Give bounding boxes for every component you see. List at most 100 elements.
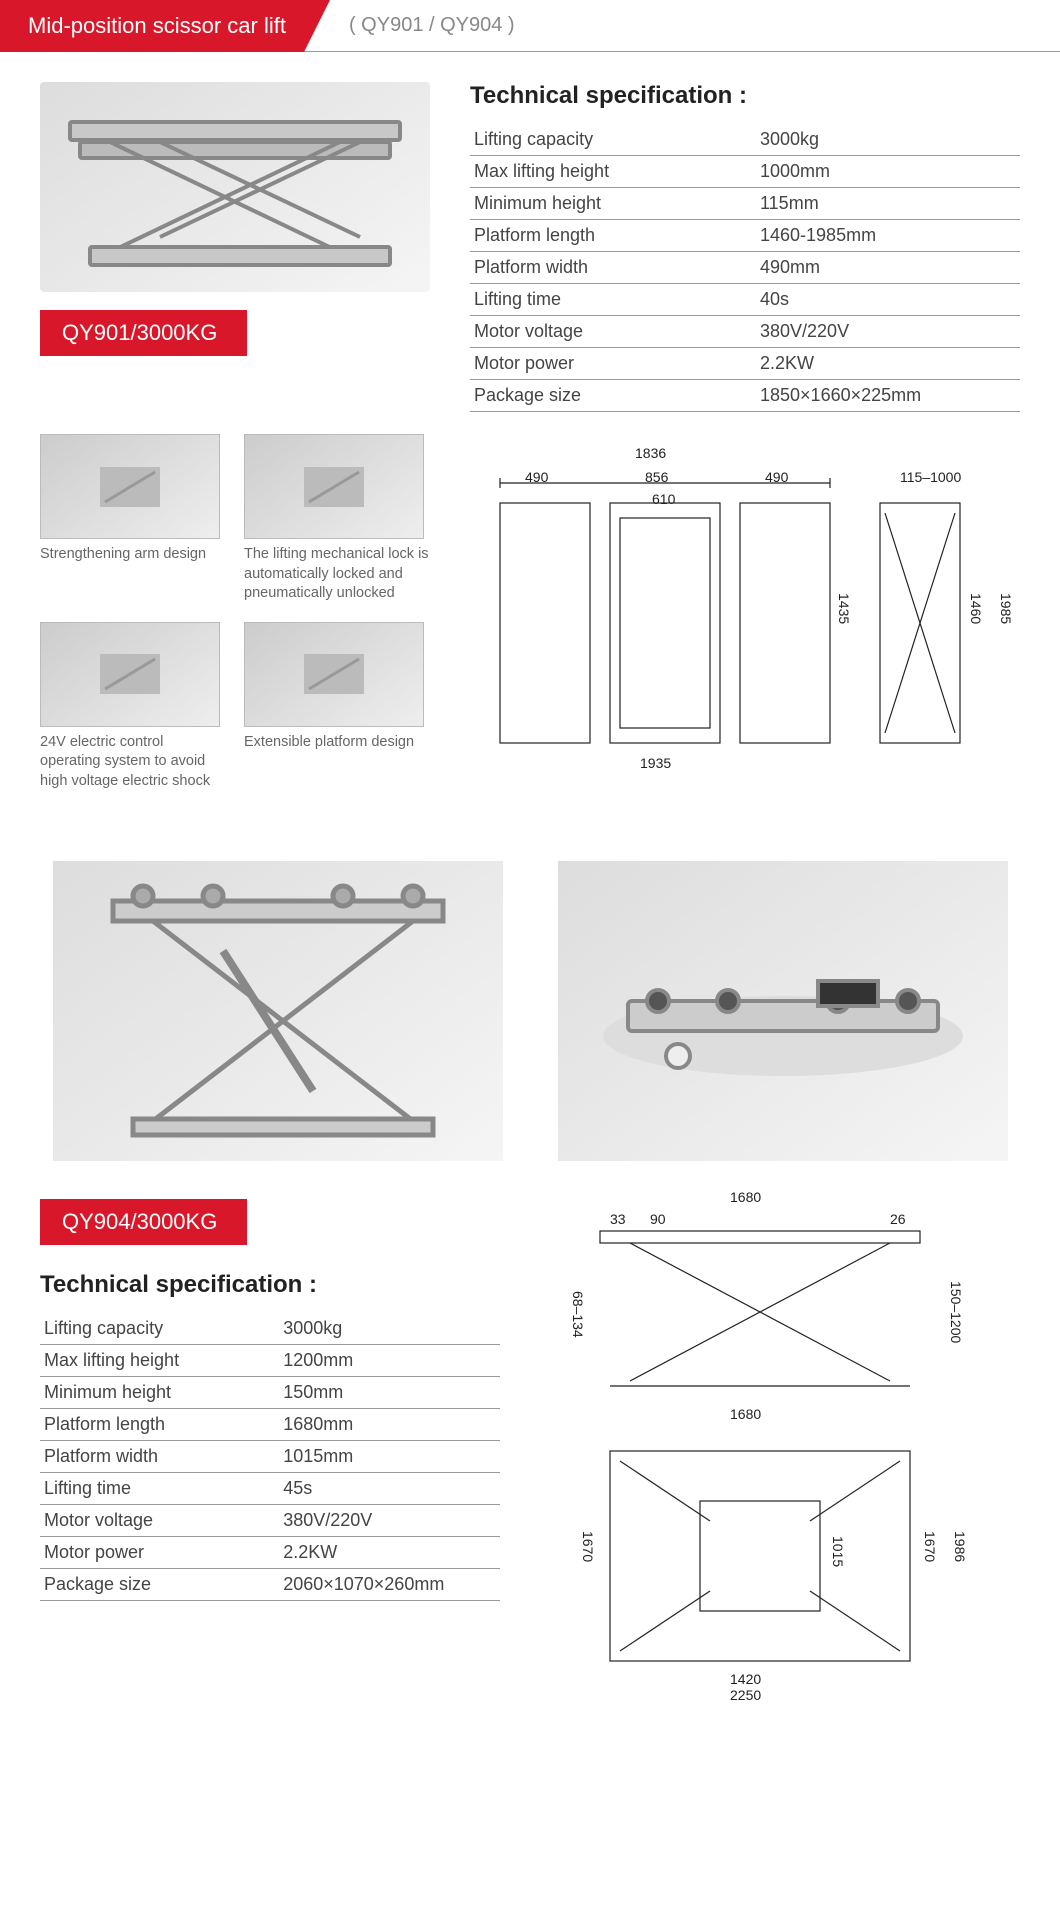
spec-label: Minimum height <box>470 188 756 220</box>
feature-photo <box>40 434 220 539</box>
dim2-26: 26 <box>890 1211 906 1227</box>
spec-label: Max lifting height <box>470 156 756 188</box>
spec-value: 2060×1070×260mm <box>279 1569 500 1601</box>
spec-label: Lifting capacity <box>40 1313 279 1345</box>
feature-item: Extensible platform design <box>244 622 430 792</box>
spec-label: Motor voltage <box>40 1505 279 1537</box>
spec-label: Platform length <box>470 220 756 252</box>
spec-label: Package size <box>470 380 756 412</box>
spec-value: 150mm <box>279 1377 500 1409</box>
dim2-1680t: 1680 <box>730 1189 761 1205</box>
spec-value: 1200mm <box>279 1345 500 1377</box>
dim-490l: 490 <box>525 469 548 485</box>
qy901-spec-table: Lifting capacity3000kgMax lifting height… <box>470 124 1020 412</box>
feature-photo <box>244 622 424 727</box>
dim-1836: 1836 <box>635 445 666 461</box>
spec-row: Max lifting height1200mm <box>40 1345 500 1377</box>
spec-value: 380V/220V <box>756 316 1020 348</box>
feature-caption: Strengthening arm design <box>40 545 226 565</box>
dim-1985: 1985 <box>998 593 1014 624</box>
spec-value: 1850×1660×225mm <box>756 380 1020 412</box>
spec-value: 3000kg <box>279 1313 500 1345</box>
spec-value: 1680mm <box>279 1409 500 1441</box>
spec-row: Motor voltage380V/220V <box>40 1505 500 1537</box>
dim2-68-134: 68–134 <box>570 1291 586 1338</box>
dim2-1986: 1986 <box>952 1531 968 1562</box>
spec-label: Platform width <box>40 1441 279 1473</box>
dim2-33: 33 <box>610 1211 626 1227</box>
qy904-photo-lowered <box>558 861 1008 1161</box>
spec-value: 1000mm <box>756 156 1020 188</box>
spec-row: Motor power2.2KW <box>470 348 1020 380</box>
spec-value: 115mm <box>756 188 1020 220</box>
dim2-1670r: 1670 <box>922 1531 938 1562</box>
qy904-spec-title: Technical specification : <box>40 1271 500 1299</box>
header-model-codes: ( QY901 / QY904 ) <box>349 14 515 37</box>
spec-row: Platform length1460-1985mm <box>470 220 1020 252</box>
spec-value: 490mm <box>756 252 1020 284</box>
spec-label: Lifting capacity <box>470 124 756 156</box>
spec-label: Lifting time <box>470 284 756 316</box>
spec-row: Minimum height150mm <box>40 1377 500 1409</box>
spec-label: Max lifting height <box>40 1345 279 1377</box>
spec-label: Motor voltage <box>470 316 756 348</box>
spec-row: Max lifting height1000mm <box>470 156 1020 188</box>
spec-value: 3000kg <box>756 124 1020 156</box>
feature-item: 24V electric control operating system to… <box>40 622 226 792</box>
dim-1460: 1460 <box>968 593 984 624</box>
dim2-2250: 2250 <box>730 1687 761 1703</box>
spec-row: Motor power2.2KW <box>40 1537 500 1569</box>
spec-value: 2.2KW <box>756 348 1020 380</box>
qy904-dimension-diagram: 1680 33 90 26 68–134 150–1200 1680 1670 … <box>530 1181 990 1701</box>
dim-856: 856 <box>645 469 668 485</box>
spec-row: Platform width490mm <box>470 252 1020 284</box>
qy901-product-photo <box>40 82 430 292</box>
spec-row: Package size1850×1660×225mm <box>470 380 1020 412</box>
spec-label: Motor power <box>470 348 756 380</box>
qy901-features-grid: Strengthening arm design The lifting mech… <box>40 434 430 791</box>
feature-caption: The lifting mechanical lock is automatic… <box>244 545 430 604</box>
spec-row: Platform length1680mm <box>40 1409 500 1441</box>
feature-photo <box>40 622 220 727</box>
spec-row: Lifting capacity3000kg <box>470 124 1020 156</box>
spec-row: Lifting capacity3000kg <box>40 1313 500 1345</box>
spec-value: 2.2KW <box>279 1537 500 1569</box>
spec-value: 1460-1985mm <box>756 220 1020 252</box>
feature-photo <box>244 434 424 539</box>
spec-label: Motor power <box>40 1537 279 1569</box>
qy904-spec-table: Lifting capacity3000kgMax lifting height… <box>40 1313 500 1601</box>
spec-row: Motor voltage380V/220V <box>470 316 1020 348</box>
spec-label: Lifting time <box>40 1473 279 1505</box>
spec-row: Lifting time45s <box>40 1473 500 1505</box>
page-header: Mid-position scissor car lift ( QY901 / … <box>0 0 1060 52</box>
dim2-1420: 1420 <box>730 1671 761 1687</box>
dim2-1015: 1015 <box>830 1536 846 1567</box>
dim-1935: 1935 <box>640 755 671 771</box>
qy901-spec-title: Technical specification : <box>470 82 1020 110</box>
qy901-badge: QY901/3000KG <box>40 310 247 356</box>
dim2-1680m: 1680 <box>730 1406 761 1422</box>
spec-label: Platform width <box>470 252 756 284</box>
spec-row: Package size2060×1070×260mm <box>40 1569 500 1601</box>
dim2-90: 90 <box>650 1211 666 1227</box>
dim-610: 610 <box>652 491 675 507</box>
spec-value: 40s <box>756 284 1020 316</box>
dim-115-1000: 115–1000 <box>900 469 961 485</box>
section-qy904: QY904/3000KG Technical specification : L… <box>0 841 1060 1741</box>
feature-item: The lifting mechanical lock is automatic… <box>244 434 430 604</box>
spec-value: 1015mm <box>279 1441 500 1473</box>
qy901-dimension-diagram: 1836 490 856 490 610 115–1000 1435 1460 … <box>460 443 1020 783</box>
spec-label: Package size <box>40 1569 279 1601</box>
spec-label: Platform length <box>40 1409 279 1441</box>
section-qy901: QY901/3000KG Technical specification : L… <box>0 52 1060 811</box>
header-title: Mid-position scissor car lift <box>0 0 304 52</box>
dim2-1670l: 1670 <box>580 1531 596 1562</box>
spec-row: Platform width1015mm <box>40 1441 500 1473</box>
feature-caption: Extensible platform design <box>244 733 430 753</box>
dim-490r: 490 <box>765 469 788 485</box>
qy904-badge: QY904/3000KG <box>40 1199 247 1245</box>
spec-value: 45s <box>279 1473 500 1505</box>
spec-row: Minimum height115mm <box>470 188 1020 220</box>
dim-1435: 1435 <box>836 593 852 624</box>
spec-label: Minimum height <box>40 1377 279 1409</box>
